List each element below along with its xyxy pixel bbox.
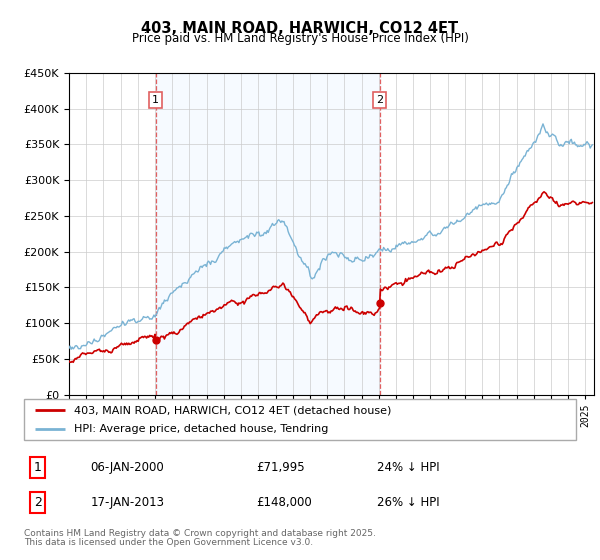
Text: 2: 2: [34, 496, 42, 509]
Text: Contains HM Land Registry data © Crown copyright and database right 2025.: Contains HM Land Registry data © Crown c…: [24, 530, 376, 539]
Text: 17-JAN-2013: 17-JAN-2013: [90, 496, 164, 509]
Text: 06-JAN-2000: 06-JAN-2000: [90, 461, 164, 474]
Text: 26% ↓ HPI: 26% ↓ HPI: [377, 496, 440, 509]
Text: 2: 2: [376, 95, 383, 105]
Text: 24% ↓ HPI: 24% ↓ HPI: [377, 461, 440, 474]
Text: £71,995: £71,995: [256, 461, 304, 474]
Text: 1: 1: [152, 95, 159, 105]
FancyBboxPatch shape: [24, 399, 576, 440]
Text: 403, MAIN ROAD, HARWICH, CO12 4ET (detached house): 403, MAIN ROAD, HARWICH, CO12 4ET (detac…: [74, 405, 391, 415]
Text: HPI: Average price, detached house, Tendring: HPI: Average price, detached house, Tend…: [74, 424, 328, 433]
Text: £148,000: £148,000: [256, 496, 311, 509]
Text: 1: 1: [34, 461, 42, 474]
Text: This data is licensed under the Open Government Licence v3.0.: This data is licensed under the Open Gov…: [24, 539, 313, 548]
Text: 403, MAIN ROAD, HARWICH, CO12 4ET: 403, MAIN ROAD, HARWICH, CO12 4ET: [142, 21, 458, 36]
Bar: [156, 73, 380, 395]
Text: Price paid vs. HM Land Registry's House Price Index (HPI): Price paid vs. HM Land Registry's House …: [131, 32, 469, 45]
